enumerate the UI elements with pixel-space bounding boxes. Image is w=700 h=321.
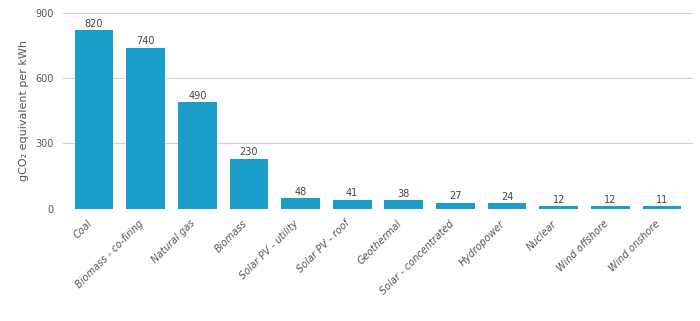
Bar	[540, 206, 578, 209]
Bar	[126, 48, 165, 209]
Bar	[75, 30, 113, 209]
Text: 48: 48	[295, 187, 307, 197]
Bar	[384, 200, 424, 209]
Bar	[332, 200, 372, 209]
Text: 820: 820	[85, 19, 103, 29]
Text: 12: 12	[552, 195, 565, 205]
Bar	[281, 198, 320, 209]
Bar	[178, 102, 216, 209]
Text: 740: 740	[136, 36, 155, 46]
Bar	[643, 206, 681, 209]
Text: 41: 41	[346, 188, 358, 198]
Text: 38: 38	[398, 189, 410, 199]
Text: 27: 27	[449, 191, 462, 202]
Bar	[230, 159, 268, 209]
Bar	[436, 203, 475, 209]
Text: 230: 230	[239, 147, 258, 157]
Text: 24: 24	[501, 192, 513, 202]
Bar	[591, 206, 630, 209]
Text: 11: 11	[656, 195, 668, 205]
Bar	[488, 204, 526, 209]
Text: 12: 12	[604, 195, 617, 205]
Text: 490: 490	[188, 91, 206, 101]
Y-axis label: gCO₂ equivalent per kWh: gCO₂ equivalent per kWh	[20, 40, 29, 181]
